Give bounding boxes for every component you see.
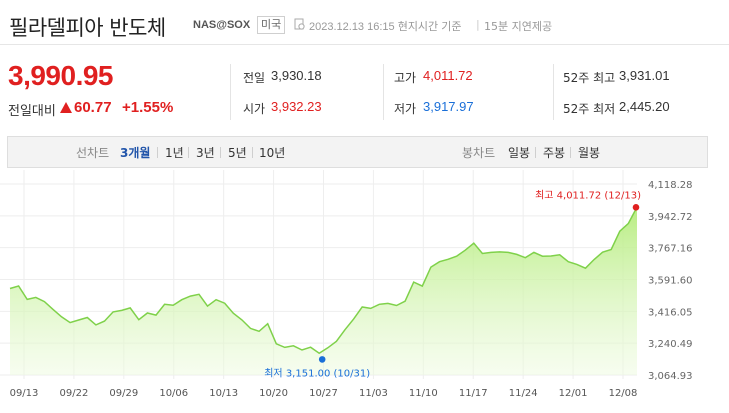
header-separator: | bbox=[476, 18, 480, 31]
y-tick-label: 3,416.05 bbox=[648, 307, 693, 318]
change-value: 60.77 bbox=[60, 99, 112, 116]
change-label: 전일대비 bbox=[8, 104, 56, 119]
high-label: 고가 bbox=[394, 71, 417, 85]
y-tick-label: 3,240.49 bbox=[648, 339, 693, 350]
week52-low-value: 2,445.20 bbox=[619, 99, 670, 114]
x-tick-label: 12/08 bbox=[609, 388, 638, 399]
y-tick-label: 3,064.93 bbox=[648, 371, 693, 382]
prev-close-value: 3,930.18 bbox=[271, 68, 322, 83]
price-chart[interactable]: 4,118.28 3,942.72 3,767.16 3,591.60 3,416.05… bbox=[0, 170, 729, 413]
week52-high-value: 3,931.01 bbox=[619, 68, 670, 83]
timestamp: 2023.12.13 16:15 현지시간 기준 bbox=[309, 21, 462, 33]
tab-daily-candle[interactable]: 일봉 bbox=[508, 146, 531, 160]
x-tick-label: 10/27 bbox=[309, 388, 338, 399]
x-tick-label: 11/24 bbox=[509, 388, 538, 399]
low-marker-label: 최저 3,151.00 (10/31) bbox=[264, 367, 370, 379]
tab-3-years[interactable]: 3년 bbox=[196, 146, 215, 160]
tab-separator bbox=[157, 147, 158, 158]
market-badge: 미국 bbox=[257, 16, 286, 34]
low-value: 3,917.97 bbox=[423, 99, 474, 114]
candle-chart-label: 봉차트 bbox=[462, 146, 496, 160]
tab-3-months[interactable]: 3개월 bbox=[120, 146, 151, 160]
up-triangle-icon bbox=[60, 102, 72, 113]
stats-divider bbox=[553, 64, 554, 120]
index-title: 필라델피아 반도체 bbox=[9, 16, 166, 40]
open-value: 3,932.23 bbox=[271, 99, 322, 114]
high-value: 4,011.72 bbox=[423, 68, 473, 83]
line-chart-label: 선차트 bbox=[76, 146, 110, 160]
tab-separator bbox=[535, 147, 536, 158]
stats-divider bbox=[230, 64, 231, 120]
high-marker-label: 최고 4,011.72 (12/13) bbox=[535, 189, 641, 201]
x-tick-label: 09/22 bbox=[60, 388, 89, 399]
tab-separator bbox=[188, 147, 189, 158]
x-tick-label: 11/03 bbox=[359, 388, 388, 399]
tab-10-years[interactable]: 10년 bbox=[259, 146, 286, 160]
y-tick-label: 3,767.16 bbox=[648, 244, 693, 255]
prev-close-label: 전일 bbox=[243, 71, 266, 85]
y-tick-label: 3,591.60 bbox=[648, 276, 693, 287]
tab-monthly-candle[interactable]: 월봉 bbox=[578, 146, 601, 160]
y-tick-label: 3,942.72 bbox=[648, 212, 693, 223]
tab-weekly-candle[interactable]: 주봉 bbox=[543, 146, 566, 160]
price-line bbox=[9, 206, 638, 355]
x-tick-label: 11/10 bbox=[409, 388, 438, 399]
x-tick-label: 10/13 bbox=[209, 388, 238, 399]
change-amount: 60.77 bbox=[74, 99, 112, 116]
index-code: NAS@SOX bbox=[193, 19, 251, 31]
low-marker bbox=[318, 356, 326, 363]
low-label: 저가 bbox=[394, 102, 417, 116]
x-tick-label: 10/06 bbox=[159, 388, 188, 399]
high-marker bbox=[632, 204, 640, 211]
delay-notice: 15분 지연제공 bbox=[484, 20, 553, 33]
y-tick-label: 4,118.28 bbox=[648, 180, 693, 191]
document-clock-icon bbox=[294, 18, 305, 30]
x-tick-label: 11/17 bbox=[459, 388, 488, 399]
y-axis: 4,118.28 3,942.72 3,767.16 3,591.60 3,416.05… bbox=[648, 180, 693, 382]
current-price: 3,990.95 bbox=[8, 60, 114, 91]
x-tick-label: 12/01 bbox=[559, 388, 588, 399]
x-tick-label: 10/20 bbox=[259, 388, 288, 399]
header: 필라델피아 반도체 NAS@SOX 미국 2023.12.13 16:15 현지… bbox=[0, 0, 729, 56]
x-tick-label: 09/29 bbox=[109, 388, 138, 399]
tab-separator bbox=[252, 147, 253, 158]
x-tick-label: 09/13 bbox=[10, 388, 39, 399]
price-area bbox=[10, 207, 637, 375]
header-divider bbox=[0, 44, 729, 45]
change-percent: +1.55% bbox=[122, 99, 174, 116]
open-label: 시가 bbox=[243, 102, 266, 116]
x-axis: 09/13 09/22 09/29 10/06 10/13 10/20 10/27 11/03… bbox=[10, 388, 638, 399]
tab-1-year[interactable]: 1년 bbox=[165, 146, 184, 160]
chart-period-tabbar: 선차트 3개월 1년 3년 5년 10년 봉차트 일봉 주봉 월봉 bbox=[7, 136, 708, 168]
week52-low-label: 52주 최저 bbox=[563, 102, 616, 116]
tab-5-years[interactable]: 5년 bbox=[228, 146, 247, 160]
stats-divider bbox=[383, 64, 384, 120]
tab-separator bbox=[570, 147, 571, 158]
tab-separator bbox=[220, 147, 221, 158]
week52-high-label: 52주 최고 bbox=[563, 71, 616, 85]
